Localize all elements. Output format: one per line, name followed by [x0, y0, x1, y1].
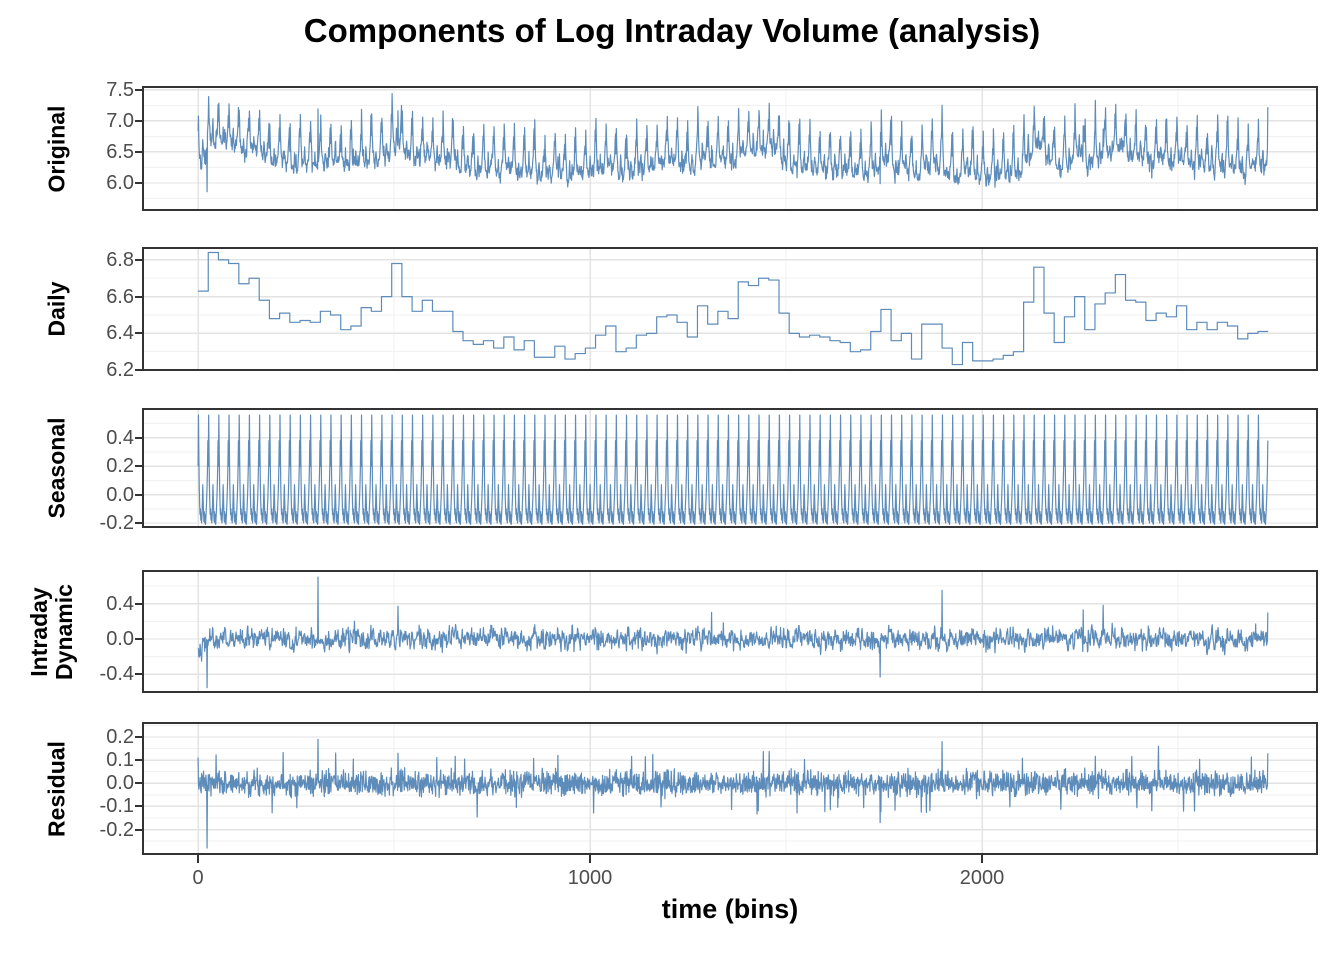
y-tick-label: -0.2 [99, 818, 134, 841]
y-tick-mark [135, 828, 142, 831]
y-tick-label: 6.4 [106, 322, 134, 345]
panel-daily [142, 247, 1318, 371]
y-tick-label: 0.2 [106, 726, 134, 749]
y-tick-mark [135, 673, 142, 676]
y-tick-mark [135, 465, 142, 468]
y-tick-mark [135, 436, 142, 439]
y-tick-label: -0.2 [99, 512, 134, 535]
y-tick-label: 6.5 [106, 140, 134, 163]
y-tick-mark [135, 805, 142, 808]
chart-title: Components of Log Intraday Volume (analy… [303, 12, 1041, 49]
y-tick-label: -0.1 [99, 795, 134, 818]
x-axis-title: time (bins) [661, 894, 799, 924]
y-tick-label: 0.4 [106, 426, 134, 449]
y-tick-mark [135, 782, 142, 785]
y-tick-label: 0.4 [106, 592, 134, 615]
panel-intraday-dynamic [142, 570, 1318, 693]
y-tick-label: 7.0 [106, 109, 134, 132]
x-tick-mark [589, 855, 592, 863]
y-tick-mark [135, 150, 142, 153]
y-tick-label: 6.8 [106, 248, 134, 271]
x-tick-label: 1000 [567, 867, 613, 889]
series-line-residual [197, 738, 1269, 849]
y-tick-label: -0.4 [99, 663, 134, 686]
y-tick-mark [135, 638, 142, 641]
panel-residual [142, 722, 1318, 855]
panel-original [142, 86, 1318, 211]
y-tick-label: 6.6 [106, 285, 134, 308]
y-tick-label: 0.0 [106, 772, 134, 795]
series-line-dynamic [197, 576, 1269, 689]
y-tick-label: 0.2 [106, 455, 134, 478]
y-tick-label: 0.1 [106, 749, 134, 772]
y-tick-mark [135, 119, 142, 122]
y-tick-mark [135, 759, 142, 762]
y-tick-mark [135, 332, 142, 335]
y-tick-label: 6.0 [106, 172, 134, 194]
series-line-daily_steps [198, 251, 1269, 366]
x-tick-mark [981, 855, 984, 863]
y-tick-mark [135, 736, 142, 739]
y-tick-label: 7.5 [106, 78, 134, 101]
panel-seasonal [142, 408, 1318, 528]
x-tick-label: 0 [192, 867, 204, 889]
x-tick-label: 2000 [959, 867, 1005, 889]
y-tick-mark [135, 182, 142, 184]
series-line-seasonal_profile [197, 414, 1269, 526]
y-tick-mark [135, 369, 142, 372]
y-tick-mark [135, 493, 142, 496]
y-tick-mark [135, 602, 142, 605]
y-tick-label: 0.0 [106, 483, 134, 506]
series-line-original [197, 92, 1269, 193]
y-tick-mark [135, 258, 142, 261]
y-tick-label: 6.2 [106, 359, 134, 382]
y-tick-label: 0.0 [106, 628, 134, 651]
y-tick-mark [135, 522, 142, 525]
y-tick-mark [135, 88, 142, 91]
x-tick-mark [197, 855, 200, 863]
y-tick-mark [135, 295, 142, 298]
